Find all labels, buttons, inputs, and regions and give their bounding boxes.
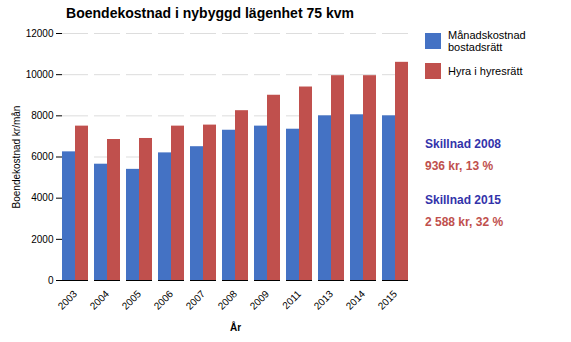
svg-text:12000: 12000 bbox=[26, 28, 54, 39]
svg-text:10000: 10000 bbox=[26, 69, 54, 80]
svg-text:2015: 2015 bbox=[376, 288, 400, 312]
html-text:Skillnad 2015: Skillnad 2015 bbox=[425, 193, 501, 207]
svg-text:2009: 2009 bbox=[248, 288, 272, 312]
svg-text:8000: 8000 bbox=[31, 110, 54, 121]
svg-text:2004: 2004 bbox=[88, 288, 112, 312]
html-text:Månadskostnad: Månadskostnad bbox=[448, 29, 526, 41]
html-text:Skillnad 2008: Skillnad 2008 bbox=[425, 137, 501, 151]
svg-text:0: 0 bbox=[48, 275, 54, 286]
svg-text:2005: 2005 bbox=[120, 288, 144, 312]
svg-text:2013: 2013 bbox=[312, 288, 336, 312]
svg-text:2014: 2014 bbox=[344, 288, 368, 312]
svg-text:2011: 2011 bbox=[280, 288, 303, 311]
svg-text:Boendekostnad kr/mån: Boendekostnad kr/mån bbox=[11, 106, 22, 209]
svg-text:2008: 2008 bbox=[216, 288, 240, 312]
svg-text:6000: 6000 bbox=[31, 151, 54, 162]
html-text:2 588 kr, 32 %: 2 588 kr, 32 % bbox=[425, 215, 504, 229]
html-text:936 kr, 13 %: 936 kr, 13 % bbox=[425, 159, 494, 173]
html-text:Boendekostnad i nybyggd lägenh: Boendekostnad i nybyggd lägenhet 75 kvm bbox=[66, 5, 354, 21]
svg-text:År: År bbox=[230, 321, 241, 333]
svg-text:2000: 2000 bbox=[31, 234, 54, 245]
svg-text:2006: 2006 bbox=[152, 288, 176, 312]
svg-text:2003: 2003 bbox=[56, 288, 80, 312]
html-text:bostadsrätt: bostadsrätt bbox=[448, 41, 503, 53]
svg-text:4000: 4000 bbox=[31, 192, 54, 203]
svg-text:2007: 2007 bbox=[184, 288, 208, 312]
html-text:Hyra i hyresrätt: Hyra i hyresrätt bbox=[448, 65, 523, 77]
